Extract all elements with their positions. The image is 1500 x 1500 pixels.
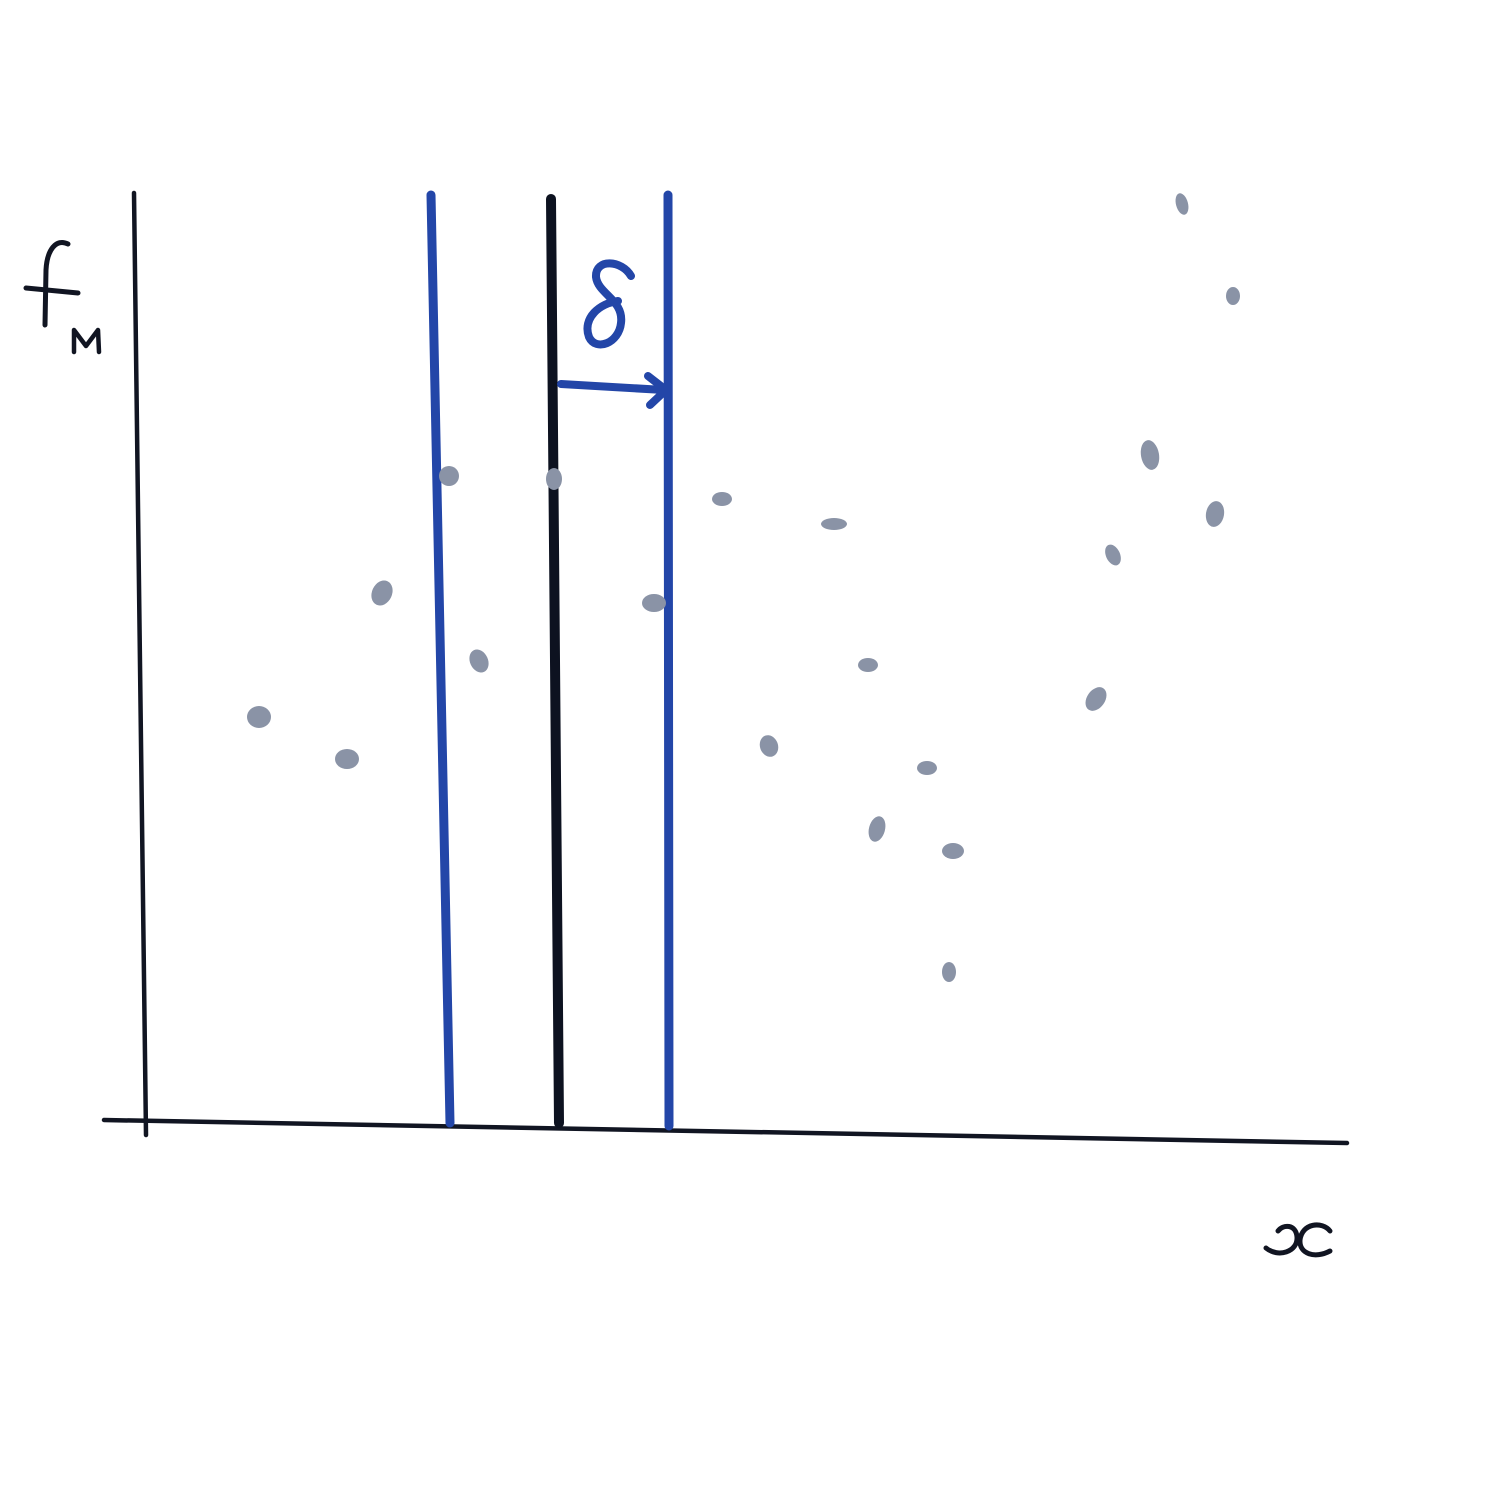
- point: [759, 735, 779, 757]
- data-points: [247, 193, 1240, 982]
- point: [469, 649, 489, 673]
- point: [858, 658, 878, 672]
- point: [1140, 440, 1160, 470]
- delta-arrow-head: [644, 372, 670, 409]
- point: [917, 761, 937, 775]
- x-glyph-left: [1263, 1223, 1300, 1256]
- delta-glyph: [583, 259, 635, 349]
- point: [1226, 287, 1240, 305]
- x-axis-label-text: x: [1266, 1254, 1267, 1256]
- delta-arrow: [557, 372, 670, 409]
- y-axis-label-text: f: [29, 319, 31, 321]
- point: [335, 749, 359, 769]
- point: [1085, 687, 1107, 711]
- x-glyph-right: [1297, 1222, 1333, 1258]
- point: [546, 468, 562, 490]
- f-crossbar: [23, 285, 81, 296]
- x-axis-label: [1263, 1222, 1333, 1258]
- center-line: [546, 194, 564, 1128]
- point: [1105, 544, 1121, 566]
- point: [821, 518, 847, 530]
- point: [1175, 193, 1189, 215]
- point: [247, 706, 271, 728]
- point: [439, 466, 459, 486]
- y-axis-label: [23, 240, 102, 355]
- point: [1205, 501, 1225, 527]
- point: [942, 962, 956, 982]
- f-glyph: [42, 240, 71, 328]
- point: [642, 594, 666, 612]
- left-boundary-line: [426, 190, 455, 1128]
- point: [712, 492, 732, 506]
- right-boundary-line: [663, 190, 674, 1131]
- x-axis: [101, 1117, 1350, 1146]
- m-subscript-glyph: [71, 327, 102, 355]
- delta-arrow-shaft: [557, 380, 668, 394]
- point: [942, 843, 964, 859]
- point: [868, 816, 886, 842]
- delta-stroke: [583, 259, 635, 349]
- y-axis: [131, 190, 149, 1138]
- point: [371, 580, 393, 606]
